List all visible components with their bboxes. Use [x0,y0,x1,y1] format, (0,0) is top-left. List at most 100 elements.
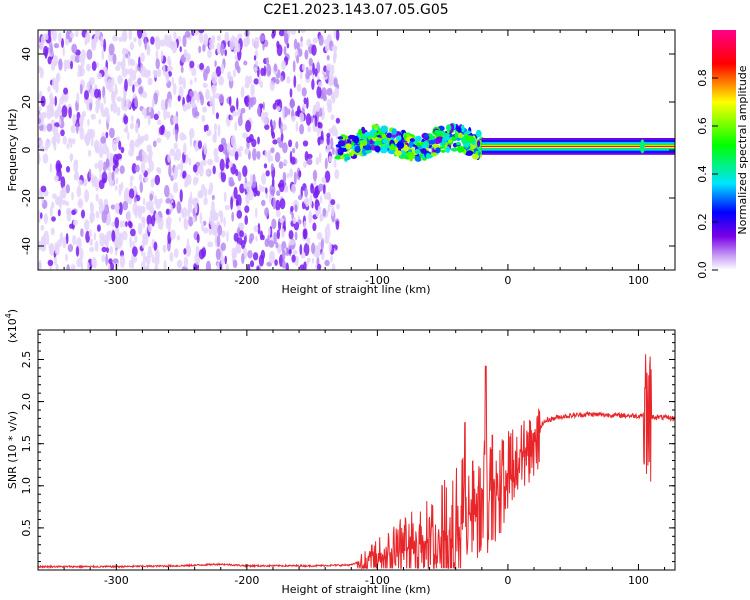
heatmap-cell [321,106,325,115]
x-tick-label: -300 [104,274,129,287]
heatmap-cell [129,175,134,181]
heatmap-cell [129,58,134,65]
heatmap-cell [364,149,372,154]
heatmap-cell [59,96,64,105]
heatmap-cell [322,207,327,217]
heatmap-cell [203,33,209,47]
heatmap-cell [84,189,90,203]
heatmap-cell [265,187,268,194]
heatmap-cell [291,115,296,122]
heatmap-cell [80,209,86,219]
heatmap-cell [129,236,133,249]
heatmap-cell [405,133,411,137]
heatmap-cell [259,34,266,42]
heatmap-cell [112,53,117,65]
heatmap-cell [283,45,287,56]
heatmap-cell [273,63,278,72]
heatmap-cell [265,57,270,66]
heatmap-cell [381,133,387,140]
heatmap-cell [256,266,260,270]
snr-ticks: -300 -200 -100 0 100 0.5 1.0 1.5 2.0 2.5 [20,330,675,587]
heatmap-cell [271,218,277,230]
heatmap-cell [85,31,91,44]
heatmap-cell [440,149,446,153]
heatmap-cell [160,50,164,62]
heatmap-cell [235,200,239,207]
heatmap-cell [435,147,441,154]
heatmap-cell [280,132,284,142]
heatmap-cell [182,170,187,178]
heatmap-cell [315,157,320,166]
heatmap-cell [196,92,200,104]
heatmap-cell [312,169,318,181]
heatmap-cell [51,216,56,222]
heatmap-cell [376,137,383,141]
heatmap-cell [189,127,195,139]
heatmap-cell [189,90,195,98]
heatmap-cell [54,82,59,93]
heatmap-cell [99,236,105,247]
heatmap-cell [217,224,223,236]
heatmap-cell [259,230,264,241]
heatmap-cell [298,219,302,225]
y-tick-label: 2.0 [20,393,33,411]
heatmap-cell [303,243,310,256]
heatmap-cell [155,58,160,70]
heatmap-cell [394,150,402,157]
heatmap-cell [305,197,310,208]
heatmap-cell [320,238,324,251]
heatmap-cell [143,134,149,141]
heatmap-cell [138,36,142,47]
heatmap-cell [52,193,57,199]
heatmap-cell [244,215,248,226]
heatmap-cell [101,49,105,61]
heatmap-cell [90,113,96,120]
heatmap-cell [121,230,128,241]
heatmap-cell [78,55,82,63]
heatmap-cell [45,34,49,40]
heatmap-cell [302,140,309,147]
heatmap-cell [167,65,174,72]
heatmap-cell [386,132,392,139]
heatmap-cell [186,238,190,252]
heatmap-cell [111,171,115,181]
heatmap-cell [312,37,318,44]
heatmap-cell [380,125,388,133]
heatmap-cell [306,38,312,47]
heatmap-cell [207,241,214,248]
heatmap-cell [471,145,477,149]
heatmap-cell [236,97,239,110]
heatmap-cell [66,142,70,150]
heatmap-cell [165,98,168,110]
heatmap-cell [216,35,221,42]
heatmap-cell [226,142,231,153]
heatmap-cell [38,260,42,270]
heatmap-cell [62,236,67,249]
heatmap-cell [194,252,201,266]
heatmap-cell [276,229,280,240]
heatmap-cell [132,246,138,257]
heatmap-cell [65,59,72,70]
heatmap-cell [71,209,76,216]
heatmap-cell [123,127,129,133]
heatmap-cell [382,139,390,144]
heatmap-cell [65,233,69,245]
heatmap-cell [312,62,315,75]
heatmap-cell [105,131,109,139]
heatmap-cell [288,108,291,116]
heatmap-cell [216,234,221,248]
heatmap-cell [461,137,468,145]
heatmap-cell [127,53,130,67]
heatmap-cell [130,122,134,130]
heatmap-cell [317,205,322,214]
heatmap-cell [285,262,289,270]
heatmap-cell [328,75,332,83]
heatmap-cell [47,56,52,65]
heatmap-cell [105,253,108,266]
heatmap-cell [127,131,130,141]
heatmap-cell [53,43,60,49]
heatmap-cell [424,133,429,139]
heatmap-cell [239,145,244,152]
heatmap-cell [168,98,172,108]
heatmap-cell [176,201,182,214]
